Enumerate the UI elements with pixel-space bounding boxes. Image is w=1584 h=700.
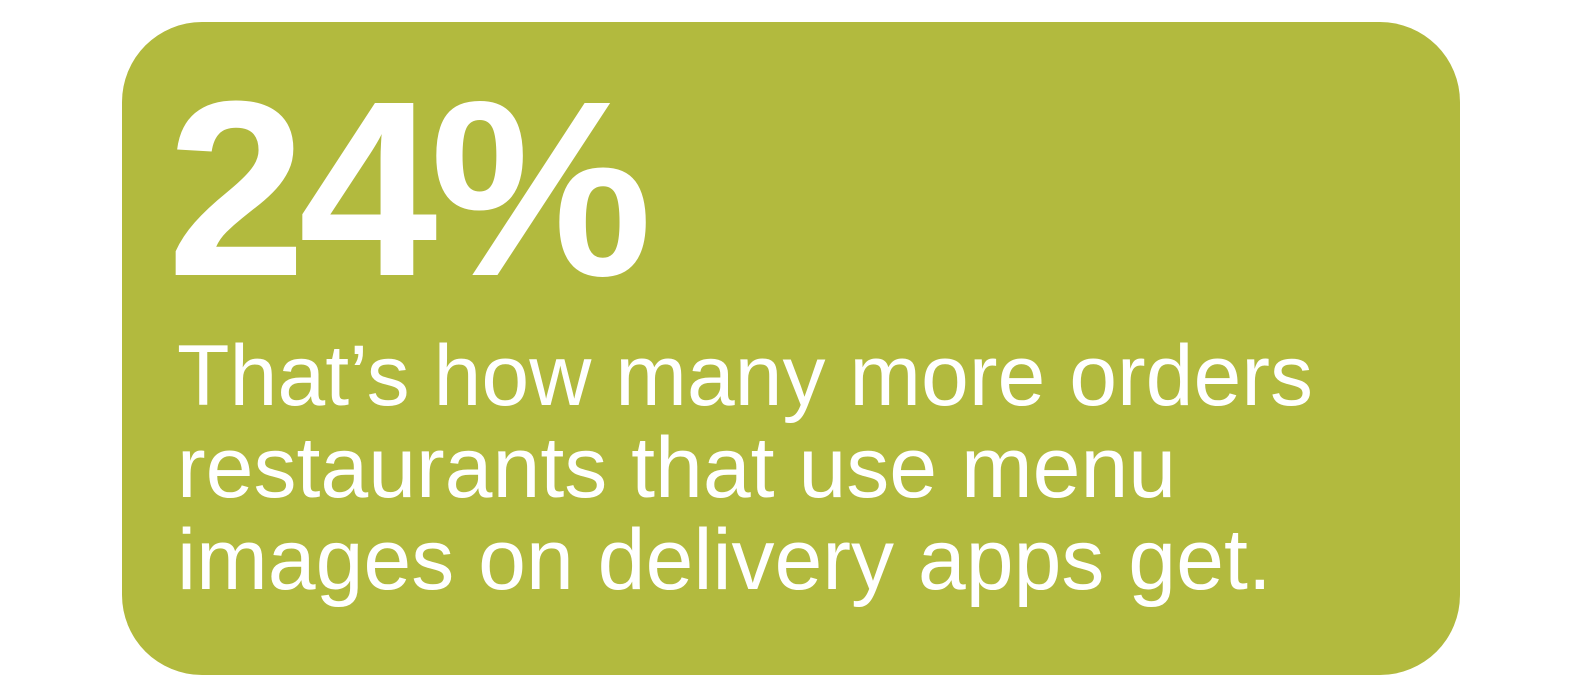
stat-description: That’s how many more orders restaurants … (177, 328, 1313, 608)
stat-value: 24% (167, 49, 652, 328)
stat-card: 24% That’s how many more orders restaura… (122, 22, 1460, 675)
